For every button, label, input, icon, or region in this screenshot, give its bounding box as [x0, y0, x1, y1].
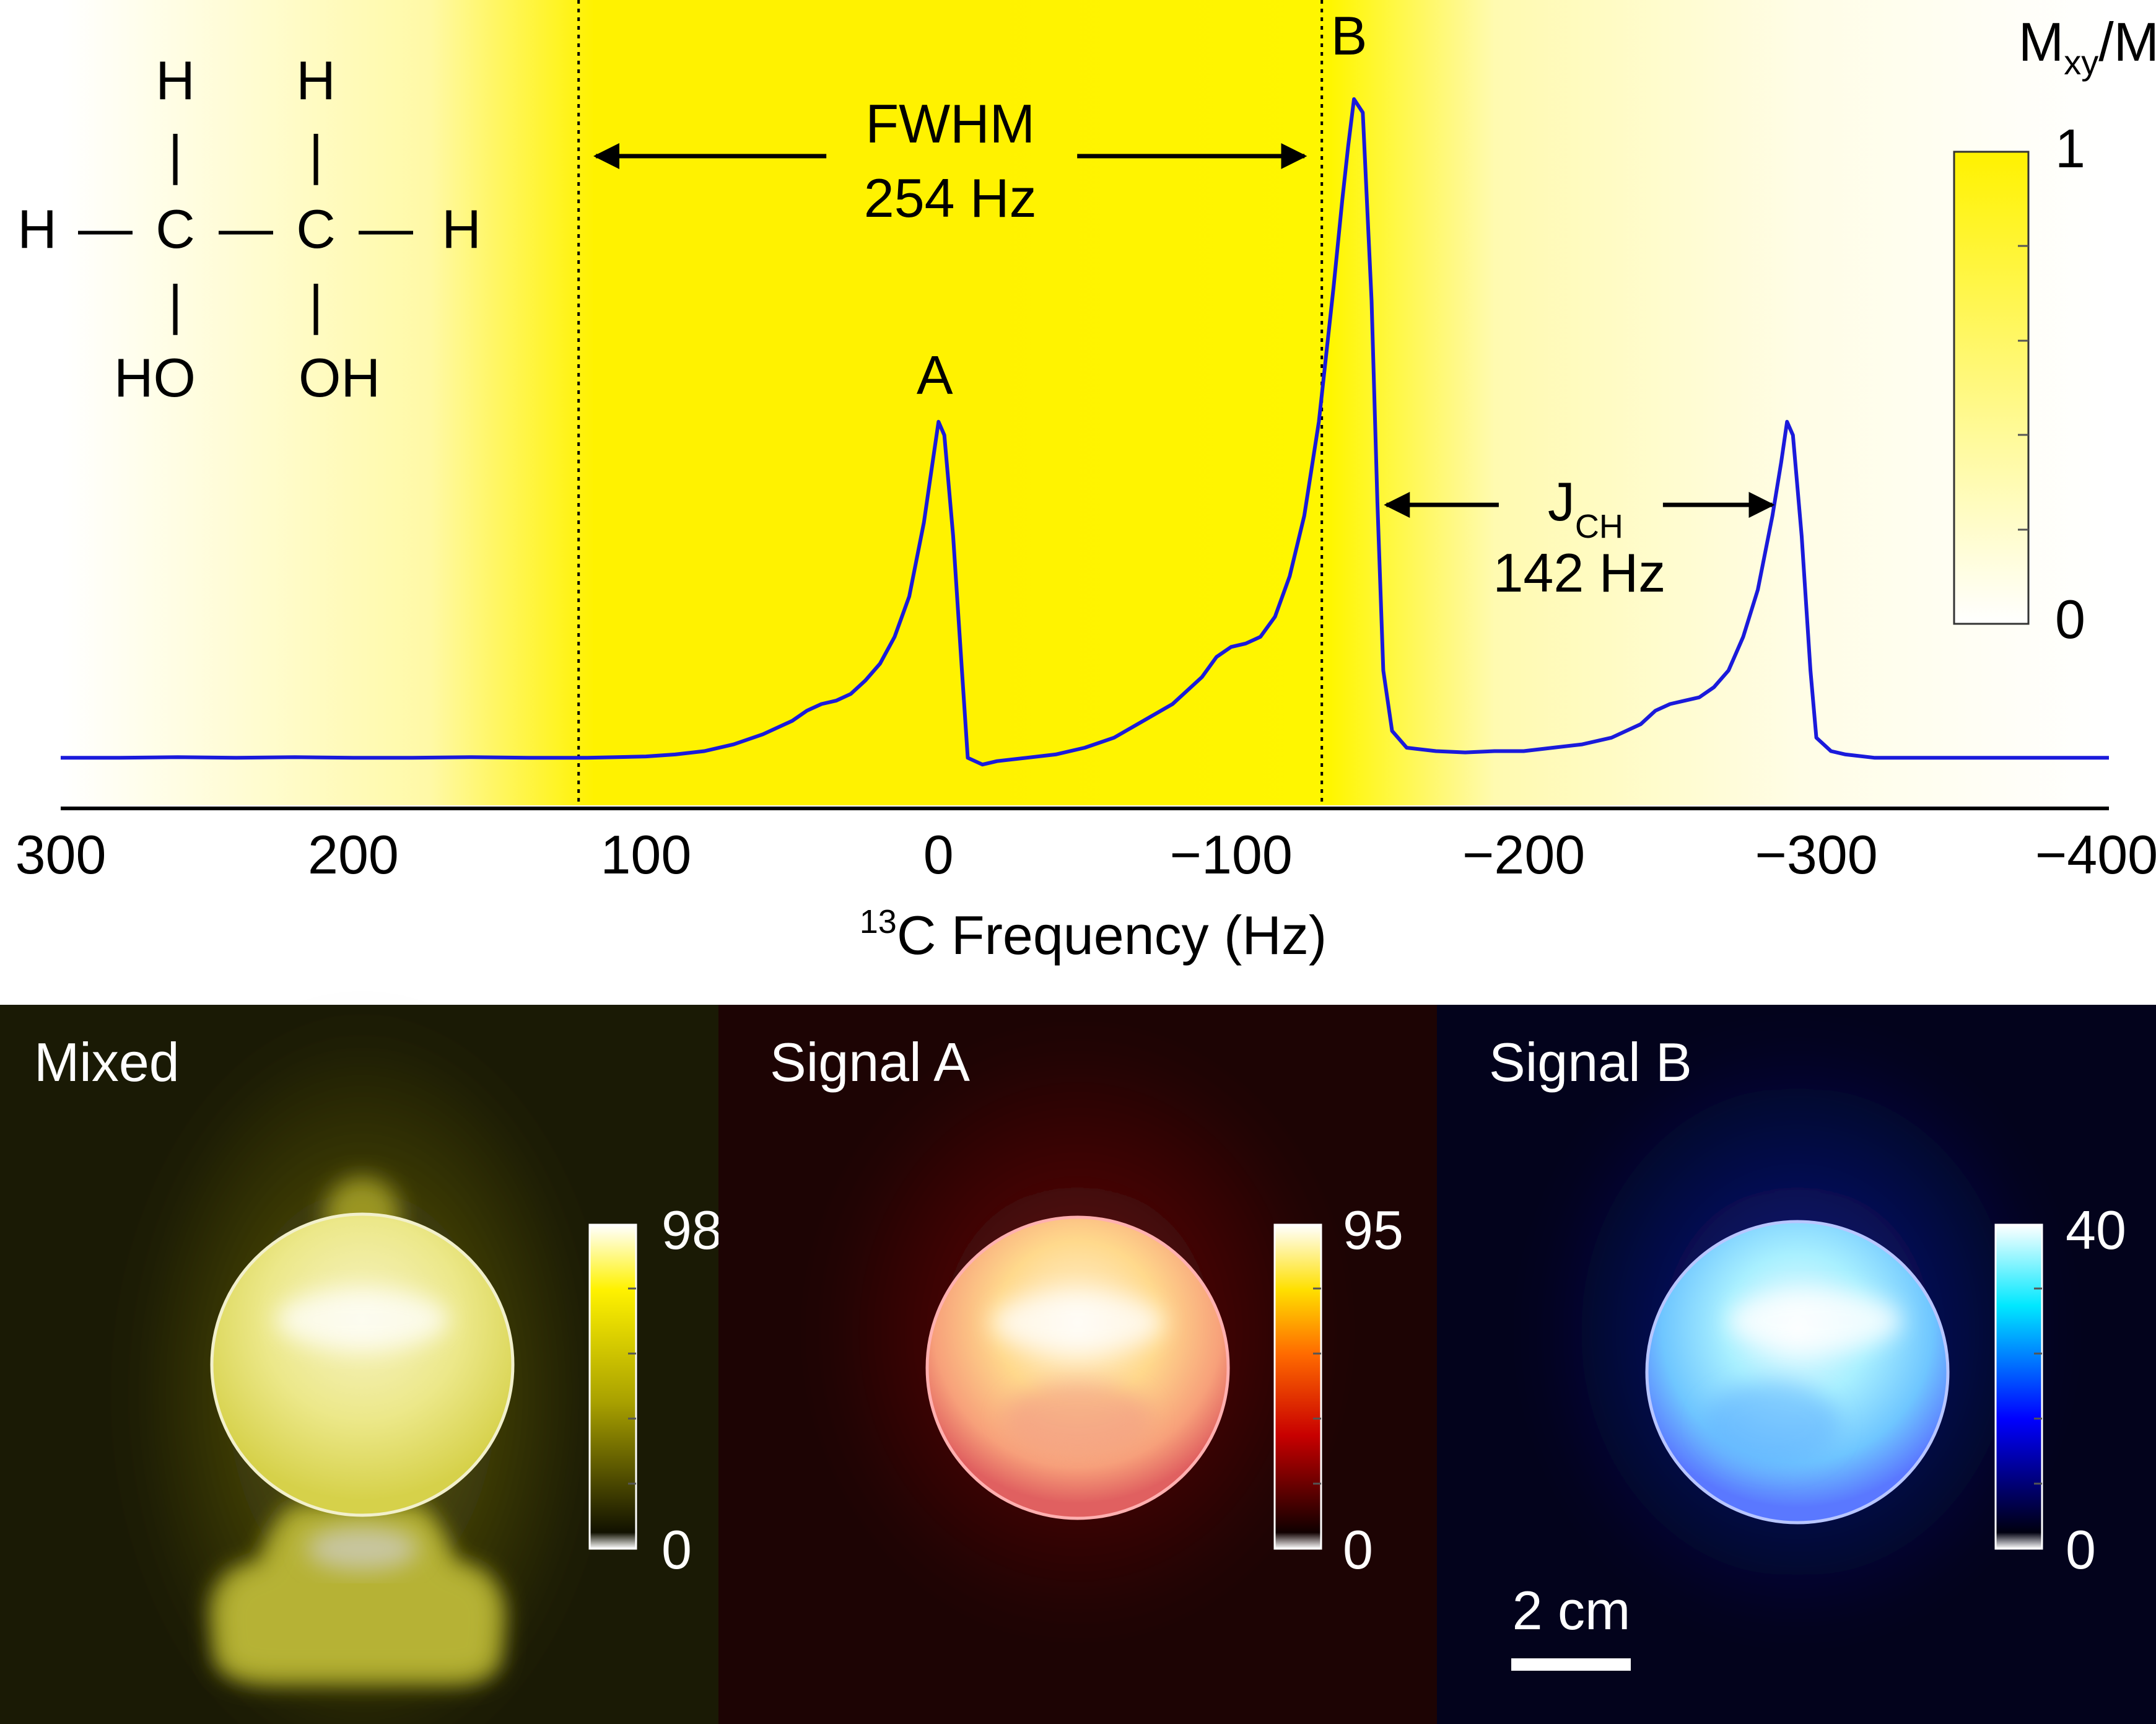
atom-c-left: C [155, 198, 195, 260]
phantom-sphere-mixed [210, 1212, 515, 1517]
colorbar-max-label: 1 [2055, 118, 2085, 179]
panel-mixed-colorbar-max: 98 [661, 1199, 722, 1261]
panel-signal-b-colorbar-max: 40 [2066, 1199, 2126, 1261]
sphere-shadow-signal-a [1003, 1381, 1152, 1456]
bond-vertical-top-left: | [168, 124, 183, 185]
x-tick-label: −300 [1755, 824, 1877, 885]
ethylene-glycol-structure: H H | | H — C — C — H | | HO OH [17, 50, 481, 408]
bond-h-right: — [359, 197, 413, 258]
bond-h-left: — [78, 197, 133, 258]
x-tick-label: −200 [1462, 824, 1585, 885]
sphere-shadow-signal-b [1703, 1381, 1840, 1468]
j-coupling-main: J [1548, 471, 1575, 532]
frequency-band-background [62, 0, 2109, 805]
bond-vertical-bottom-left: | [168, 274, 183, 335]
panel-signal-a-colorbar-min: 0 [1343, 1519, 1373, 1580]
spectrum-panel: 300 200 100 0 −100 −200 −300 −400 13C Frequency… [0, 0, 2156, 966]
x-axis-label-superscript: 13 [860, 903, 897, 940]
panel-signal-b-colorbar-min: 0 [2066, 1519, 2096, 1580]
phantom-vial-body-inner [219, 1512, 496, 1676]
colorbar-title: Mxy/M0 [2019, 11, 2156, 82]
atom-c-right: C [296, 198, 336, 260]
x-tick-label: 0 [923, 824, 954, 885]
bond-h-middle: — [219, 197, 273, 258]
sphere-highlight-signal-a [991, 1292, 1164, 1354]
x-tick-label: 200 [308, 824, 399, 885]
x-tick-label: 100 [600, 824, 691, 885]
group-oh-right: OH [299, 347, 380, 408]
sphere-highlight-mixed [276, 1289, 449, 1350]
colorbar-title-slash: /M [2098, 11, 2156, 72]
colorbar-gradient [1953, 151, 2030, 625]
colorbar-min-label: 0 [2055, 589, 2085, 650]
panel-mixed-colorbar-ticks [628, 1287, 636, 1485]
j-coupling-value: 142 Hz [1493, 542, 1665, 603]
panel-mixed: Mixed 98 0 [0, 1005, 722, 1724]
panel-signal-a-colorbar-ticks [1313, 1287, 1321, 1485]
j-coupling-label: JCH [1548, 471, 1623, 545]
fwhm-title: FWHM [865, 93, 1035, 154]
panel-signal-a-colorbar [1273, 1223, 1322, 1550]
scale-bar-label: 2 cm [1512, 1580, 1631, 1641]
panel-signal-a-colorbar-max: 95 [1343, 1199, 1403, 1261]
x-axis-label: 13C Frequency (Hz) [860, 903, 1327, 966]
peak-a-label: A [917, 344, 953, 406]
panel-mixed-colorbar-min: 0 [661, 1519, 692, 1580]
panel-signal-b-title: Signal B [1489, 1031, 1692, 1093]
spectrum-line [61, 97, 2109, 767]
panel-mixed-title: Mixed [34, 1031, 180, 1093]
bond-vertical-bottom-right: | [309, 274, 323, 335]
atom-h-top-left: H [155, 50, 195, 111]
panel-signal-a-title: Signal A [770, 1031, 970, 1093]
panel-signal-b-colorbar-ticks [2034, 1287, 2042, 1485]
group-ho-left: HO [114, 347, 196, 408]
frequency-band-left-fade [0, 0, 62, 805]
x-tick-label: −400 [2035, 824, 2156, 885]
x-tick-label: 300 [15, 824, 107, 885]
fwhm-value: 254 Hz [864, 167, 1037, 229]
atom-h-left: H [17, 198, 57, 260]
colorbar-title-xy: xy [2064, 43, 2098, 82]
atom-h-right: H [442, 198, 481, 260]
x-axis-label-text: C Frequency (Hz) [897, 904, 1327, 966]
panel-signal-b: Signal B 40 0 2 cm [1437, 1005, 2156, 1724]
peak-b-label: B [1331, 5, 1368, 66]
colorbar-title-m: M [2019, 11, 2064, 72]
panel-signal-b-colorbar [1994, 1223, 2043, 1550]
j-coupling-subscript: CH [1575, 508, 1623, 545]
sphere-highlight-signal-b [1728, 1290, 1901, 1352]
atom-h-top-right: H [296, 50, 336, 111]
phantom-sphere-signal-b [1645, 1220, 1950, 1525]
x-tick-label: −100 [1170, 824, 1293, 885]
panel-mixed-colorbar [588, 1223, 637, 1550]
panel-signal-a: Signal A 95 0 [718, 1005, 1437, 1724]
magnetization-colorbar: Mxy/M0 1 0 [1953, 11, 2156, 650]
phantom-sphere-signal-a [925, 1215, 1230, 1520]
phantom-neck-highlight [307, 1527, 418, 1570]
colorbar-ticks [2018, 245, 2028, 531]
bond-vertical-top-right: | [309, 124, 323, 185]
scale-bar [1511, 1658, 1631, 1671]
x-tick-labels: 300 200 100 0 −100 −200 −300 −400 [15, 824, 2156, 885]
